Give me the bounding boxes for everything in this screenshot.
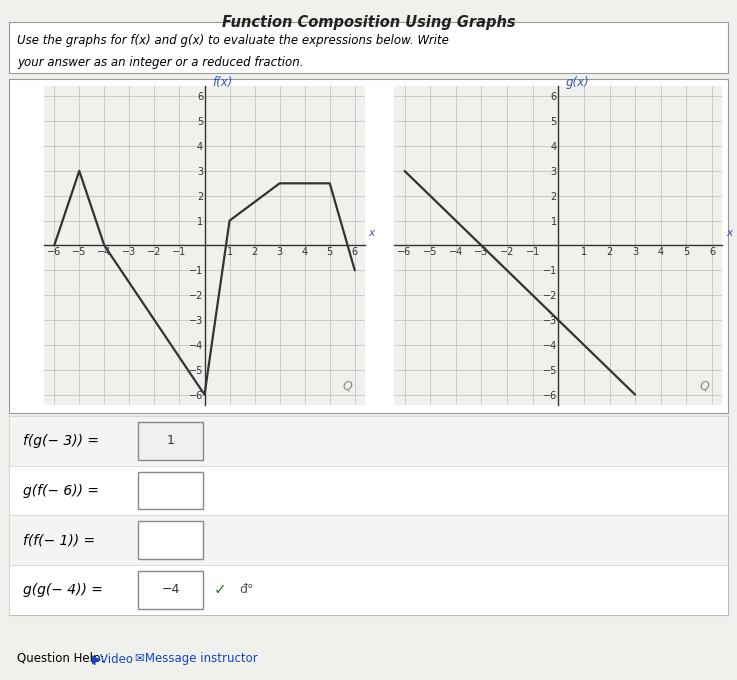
Text: x: x [727, 228, 733, 238]
Text: f(x): f(x) [212, 76, 232, 89]
Text: đ°: đ° [239, 583, 254, 596]
FancyBboxPatch shape [139, 422, 203, 460]
Text: f(g(− 3)) =: f(g(− 3)) = [24, 434, 99, 448]
Text: −4: −4 [161, 583, 180, 596]
Text: Question Help:: Question Help: [18, 652, 105, 666]
Text: x: x [368, 228, 375, 238]
Text: Q: Q [342, 379, 352, 392]
Text: g(f(− 6)) =: g(f(− 6)) = [24, 483, 99, 498]
Text: Q: Q [699, 379, 709, 392]
FancyBboxPatch shape [139, 472, 203, 509]
FancyBboxPatch shape [139, 522, 203, 559]
Text: ▶Video: ▶Video [91, 652, 133, 666]
Text: Use the graphs for f(x) and g(x) to evaluate the expressions below. Write: Use the graphs for f(x) and g(x) to eval… [18, 34, 450, 47]
FancyBboxPatch shape [139, 571, 203, 609]
Text: f(f(− 1)) =: f(f(− 1)) = [24, 533, 95, 547]
Text: g(g(− 4)) =: g(g(− 4)) = [24, 583, 103, 597]
Text: Function Composition Using Graphs: Function Composition Using Graphs [222, 15, 515, 30]
Text: g(x): g(x) [566, 76, 590, 89]
Text: your answer as an integer or a reduced fraction.: your answer as an integer or a reduced f… [18, 56, 304, 69]
Text: ✉Message instructor: ✉Message instructor [135, 652, 257, 666]
Text: ✓: ✓ [214, 582, 226, 598]
Text: 1: 1 [167, 435, 175, 447]
